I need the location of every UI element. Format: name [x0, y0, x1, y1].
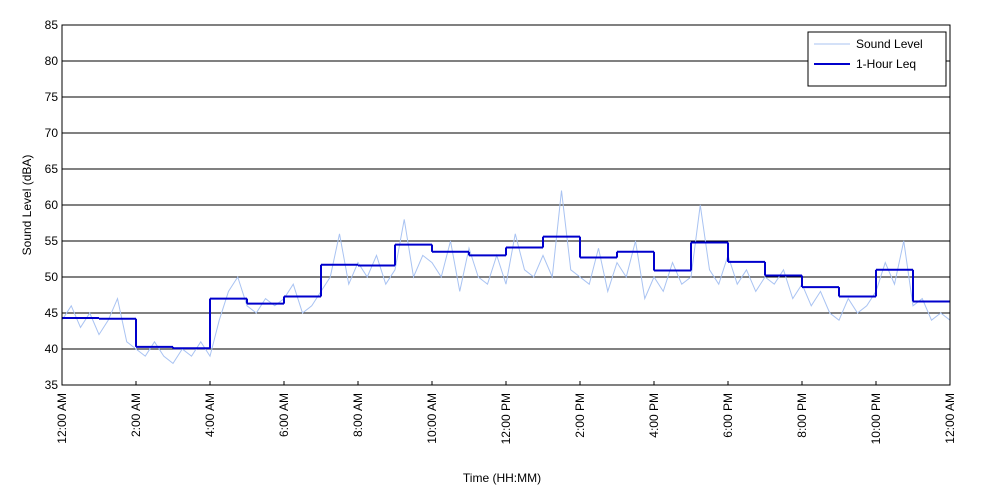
y-tick-label: 65 — [45, 162, 59, 176]
x-tick-label: 2:00 AM — [129, 393, 143, 437]
x-tick-label: 2:00 PM — [573, 393, 587, 438]
x-tick-label: 6:00 AM — [277, 393, 291, 437]
x-tick-label: 12:00 AM — [55, 393, 69, 444]
x-tick-label: 10:00 AM — [425, 393, 439, 444]
legend-label: 1-Hour Leq — [856, 57, 916, 71]
y-tick-label: 55 — [45, 234, 59, 248]
y-tick-label: 40 — [45, 342, 59, 356]
x-tick-label: 4:00 PM — [647, 393, 661, 438]
y-tick-label: 80 — [45, 54, 59, 68]
x-axis-label: Time (HH:MM) — [463, 471, 541, 485]
legend-box — [807, 31, 947, 87]
x-tick-label: 8:00 PM — [795, 393, 809, 438]
x-tick-label: 12:00 AM — [943, 393, 957, 444]
plot-frame — [61, 24, 951, 386]
y-tick-label: 45 — [45, 306, 59, 320]
y-axis-label: Sound Level (dBA) — [20, 155, 34, 256]
y-tick-label: 50 — [45, 270, 59, 284]
x-tick-label: 12:00 PM — [499, 393, 513, 444]
y-tick-label: 75 — [45, 90, 59, 104]
y-tick-label: 70 — [45, 126, 59, 140]
y-tick-label: 35 — [45, 378, 59, 392]
x-tick-label: 4:00 AM — [203, 393, 217, 437]
y-tick-label: 60 — [45, 198, 59, 212]
x-tick-label: 8:00 AM — [351, 393, 365, 437]
x-tick-label: 6:00 PM — [721, 393, 735, 438]
legend-label: Sound Level — [856, 37, 923, 51]
x-tick-label: 10:00 PM — [869, 393, 883, 444]
y-tick-label: 85 — [45, 18, 59, 32]
